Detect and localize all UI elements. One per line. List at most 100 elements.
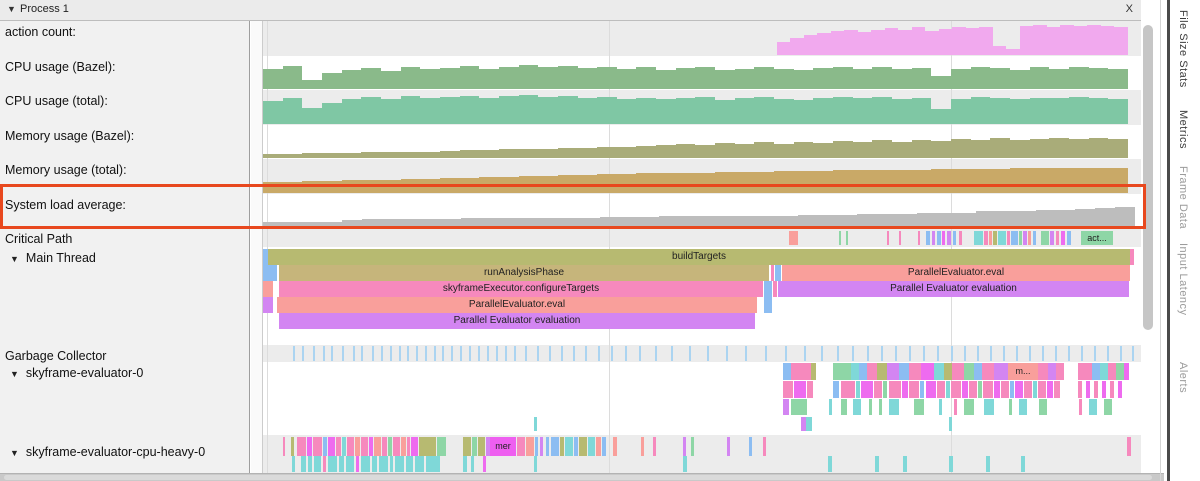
flame-slice[interactable] — [899, 231, 901, 245]
gc-tick[interactable] — [1029, 346, 1031, 361]
flame-slice[interactable] — [875, 456, 879, 472]
gc-tick[interactable] — [573, 346, 575, 361]
flame-slice[interactable] — [1011, 231, 1018, 245]
flame-slice[interactable] — [1047, 381, 1053, 398]
gc-tick[interactable] — [381, 346, 383, 361]
flame-slice[interactable] — [560, 437, 564, 456]
flame-slice[interactable] — [879, 399, 882, 415]
flame-slice[interactable] — [588, 437, 595, 456]
horizontal-scrollbar[interactable] — [0, 473, 1164, 481]
flame-slice[interactable] — [942, 231, 945, 245]
gc-tick[interactable] — [1107, 346, 1109, 361]
gc-tick[interactable] — [895, 346, 897, 361]
flame-slice[interactable] — [926, 231, 930, 245]
gc-tick[interactable] — [353, 346, 355, 361]
flame-slice[interactable] — [263, 297, 273, 313]
sidebar-divider[interactable] — [1167, 0, 1170, 481]
flame-slice[interactable] — [374, 437, 381, 456]
horizontal-scrollbar-thumb[interactable] — [4, 475, 1152, 480]
flame-slice[interactable] — [263, 249, 268, 265]
gc-tick[interactable] — [821, 346, 823, 361]
gc-tick[interactable] — [323, 346, 325, 361]
flame-slice[interactable] — [1015, 381, 1023, 398]
flame-slice[interactable] — [1130, 249, 1134, 265]
flame-slice[interactable] — [764, 281, 772, 297]
flame-slice[interactable] — [986, 456, 990, 472]
flame-slice[interactable] — [789, 231, 798, 245]
flame-slice[interactable] — [1056, 231, 1059, 245]
gc-tick[interactable] — [977, 346, 979, 361]
gc-tick[interactable] — [514, 346, 516, 361]
flame-slice[interactable] — [1102, 381, 1106, 398]
flame-slice[interactable] — [683, 456, 687, 472]
flame-slice[interactable] — [994, 381, 1000, 398]
flame-slice[interactable] — [902, 381, 908, 398]
flame-slice[interactable] — [263, 281, 273, 297]
slice-skyframeexecutor-configuretargets[interactable]: skyframeExecutor.configureTargets — [279, 281, 763, 297]
gc-tick[interactable] — [726, 346, 728, 361]
flame-slice[interactable] — [937, 381, 945, 398]
flame-slice[interactable] — [1001, 381, 1009, 398]
flame-slice[interactable] — [851, 363, 859, 380]
flame-slice[interactable] — [806, 417, 812, 431]
flame-slice[interactable] — [1116, 363, 1124, 380]
process-header[interactable]: ▼ Process 1 X — [0, 0, 1141, 21]
slice-m-[interactable]: m... — [1008, 363, 1038, 380]
gc-tick[interactable] — [1132, 346, 1134, 361]
tab-frame-data[interactable]: Frame Data — [1177, 166, 1189, 230]
flame-slice[interactable] — [783, 399, 789, 415]
flame-slice[interactable] — [1124, 363, 1129, 380]
flame-slice[interactable] — [903, 456, 907, 472]
gc-tick[interactable] — [765, 346, 767, 361]
gc-tick[interactable] — [361, 346, 363, 361]
flame-slice[interactable] — [551, 437, 559, 456]
flame-slice[interactable] — [833, 381, 839, 398]
flame-slice[interactable] — [1110, 381, 1114, 398]
flame-slice[interactable] — [336, 437, 341, 456]
flame-slice[interactable] — [749, 437, 752, 456]
flame-slice[interactable] — [841, 399, 847, 415]
flame-slice[interactable] — [283, 437, 285, 456]
flame-slice[interactable] — [833, 363, 851, 380]
flame-slice[interactable] — [807, 381, 813, 398]
flame-slice[interactable] — [829, 399, 832, 415]
expand-arrow-icon[interactable]: ▼ — [10, 369, 19, 379]
flame-slice[interactable] — [1048, 363, 1056, 380]
flame-slice[interactable] — [1010, 381, 1014, 398]
flame-slice[interactable] — [1054, 381, 1060, 398]
track-row-garbage-collector[interactable] — [263, 345, 1141, 362]
flame-slice[interactable] — [921, 363, 934, 380]
flame-slice[interactable] — [1104, 399, 1112, 415]
gc-tick[interactable] — [951, 346, 953, 361]
flame-slice[interactable] — [526, 437, 534, 456]
tab-alerts[interactable]: Alerts — [1177, 362, 1189, 394]
flame-slice[interactable] — [947, 231, 951, 245]
flame-slice[interactable] — [1033, 381, 1037, 398]
flame-slice[interactable] — [920, 381, 924, 398]
gc-tick[interactable] — [505, 346, 507, 361]
flame-slice[interactable] — [1021, 456, 1025, 472]
flame-slice[interactable] — [869, 399, 872, 415]
flame-slice[interactable] — [959, 231, 962, 245]
flame-slice[interactable] — [517, 437, 525, 456]
flame-slice[interactable] — [291, 437, 294, 456]
gc-tick[interactable] — [909, 346, 911, 361]
flame-slice[interactable] — [407, 437, 410, 456]
flame-slice[interactable] — [426, 456, 440, 472]
flame-slice[interactable] — [994, 363, 1008, 380]
flame-slice[interactable] — [1056, 363, 1064, 380]
flame-slice[interactable] — [1039, 399, 1047, 415]
flame-slice[interactable] — [1041, 231, 1049, 245]
flame-slice[interactable] — [406, 456, 413, 472]
gc-tick[interactable] — [342, 346, 344, 361]
flame-slice[interactable] — [856, 381, 860, 398]
flame-slice[interactable] — [596, 437, 601, 456]
flame-slice[interactable] — [574, 437, 578, 456]
gc-tick[interactable] — [881, 346, 883, 361]
slice-parallelevaluator-eval[interactable]: ParallelEvaluator.eval — [782, 265, 1130, 281]
flame-slice[interactable] — [411, 437, 418, 456]
flame-slice[interactable] — [390, 456, 393, 472]
flame-slice[interactable] — [463, 437, 471, 456]
track-row-critical-path[interactable] — [263, 228, 1141, 247]
flame-slice[interactable] — [791, 363, 811, 380]
